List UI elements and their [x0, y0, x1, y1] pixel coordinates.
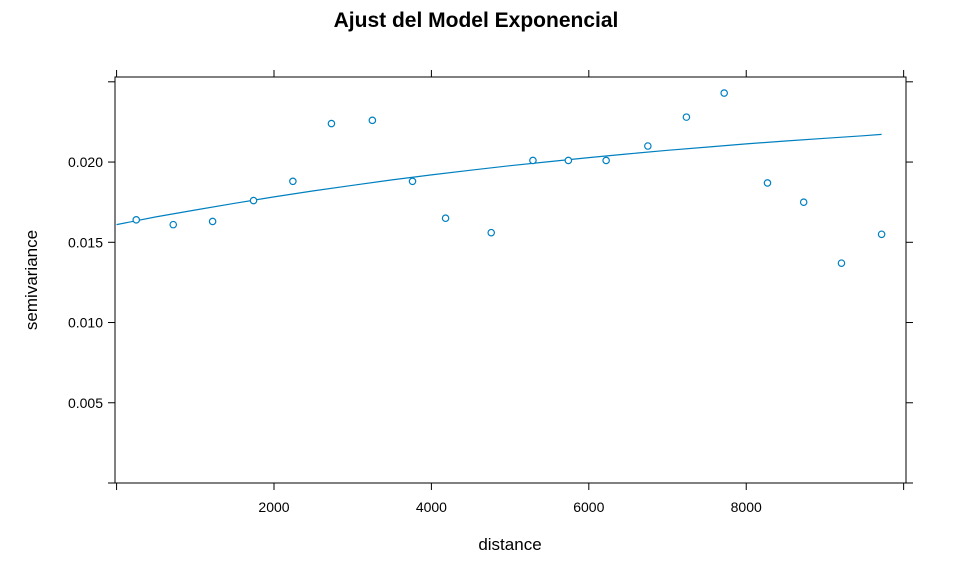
data-point [249, 196, 258, 205]
data-point [132, 216, 141, 224]
data-point [289, 177, 297, 186]
data-point [169, 220, 178, 229]
data-point [720, 89, 728, 97]
points-group [132, 89, 886, 267]
y-tick-label: 0.015 [68, 234, 103, 250]
data-point [487, 228, 496, 237]
model-fit-line [116, 133, 882, 226]
data-point [564, 156, 573, 165]
data-point [763, 179, 772, 187]
x-axis-label: distance [478, 535, 541, 554]
data-point [327, 119, 336, 128]
data-point [602, 156, 610, 165]
y-axis-label: semivariance [22, 230, 41, 330]
data-point [644, 142, 652, 150]
x-tick-label: 2000 [258, 499, 289, 515]
plot-frame [114, 76, 907, 484]
y-tick-label: 0.010 [68, 315, 103, 331]
data-point [368, 116, 377, 125]
fit-line-group [116, 133, 882, 226]
data-point [682, 113, 691, 121]
axis-ticks: 2000 4000 6000 8000 0.005 0.010 0.015 0.020 [68, 70, 913, 515]
data-point [441, 214, 450, 223]
x-tick-label: 6000 [573, 499, 604, 515]
data-point [408, 177, 417, 186]
y-tick-label: 0.005 [68, 395, 103, 411]
y-tick-label: 0.020 [68, 154, 103, 170]
data-point [877, 230, 886, 239]
x-tick-label: 8000 [731, 499, 762, 515]
data-point [799, 198, 808, 206]
chart-title: Ajust del Model Exponencial [334, 9, 619, 32]
data-point [837, 259, 846, 267]
x-tick-label: 4000 [416, 499, 447, 515]
data-point [208, 217, 217, 226]
data-point [529, 156, 537, 165]
